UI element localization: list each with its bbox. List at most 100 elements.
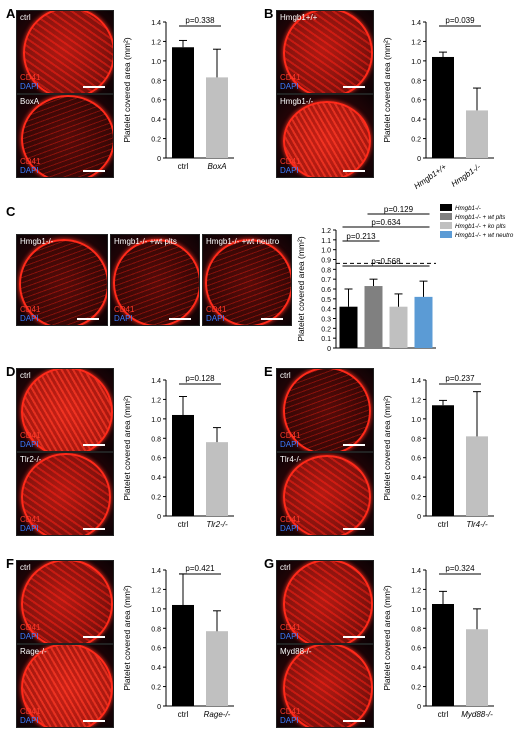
x-tick-label: Tlr4-/- — [466, 520, 488, 529]
micrograph-g-ctrl: ctrl CD41 DAPI — [276, 560, 374, 644]
cd41-label: CD41 — [20, 73, 41, 82]
y-tick-label: 1.0 — [321, 248, 331, 255]
y-tick-label: 1.2 — [321, 228, 331, 235]
legend-swatch — [440, 231, 452, 238]
y-tick-label: 1.2 — [411, 397, 421, 404]
x-tick-label: Myd88-/- — [461, 710, 493, 719]
y-tick-label: 0 — [417, 156, 421, 163]
cd41-label: CD41 — [20, 431, 41, 440]
legend-swatch — [440, 222, 452, 229]
dapi-label: DAPI — [280, 716, 299, 725]
p-value-label: p=0.039 — [445, 16, 475, 25]
thrombus-disc — [113, 239, 199, 325]
scale-bar — [343, 636, 365, 638]
y-tick-label: 0.2 — [411, 685, 421, 692]
y-tick-label: 0.4 — [411, 475, 421, 482]
dapi-label: DAPI — [20, 82, 39, 91]
y-tick-label: 0.8 — [151, 626, 161, 633]
dapi-label: DAPI — [114, 314, 133, 323]
chart-b: 0 0.2 0.4 0.6 0.8 1.0 1.2 1.4 Platelet covered a… — [382, 16, 494, 191]
y-axis-label: Platelet covered area (mm²) — [382, 585, 392, 691]
y-tick-label: 0.4 — [151, 665, 161, 672]
image-label: Hmgb1-/- +wt plts — [114, 237, 177, 246]
dapi-label: DAPI — [20, 440, 39, 449]
panel-letter-d: D — [6, 364, 16, 379]
image-label: Tlr4-/- — [280, 455, 302, 464]
x-tick-label: ctrl — [178, 710, 189, 719]
micrograph-c-wt-plts: Hmgb1-/- +wt plts CD41 DAPI — [110, 234, 200, 326]
legend-swatch — [440, 204, 452, 211]
x-tick-label: ctrl — [178, 162, 189, 171]
thrombus-disc — [19, 239, 107, 325]
chart-d: 0 0.2 0.4 0.6 0.8 1.0 1.2 1.4 Platelet covered a… — [122, 374, 234, 529]
x-tick-label: ctrl — [438, 520, 449, 529]
legend-entry: Hmgb1-/- + wt plts — [455, 214, 505, 221]
y-axis-label: Platelet covered area (mm²) — [382, 395, 392, 501]
x-tick-label: Tlr2-/- — [206, 520, 228, 529]
micrograph-e-ko: Tlr4-/- CD41 DAPI — [276, 452, 374, 536]
thrombus-disc — [283, 101, 371, 177]
micrograph-c-wt-neutro: Hmgb1-/- +wt neutro CD41 DAPI — [202, 234, 292, 326]
image-label: Hmgb1-/- — [280, 97, 314, 106]
y-tick-label: 1.0 — [411, 59, 421, 66]
panel-letter-f: F — [6, 556, 14, 571]
y-tick-label: 1.0 — [411, 417, 421, 424]
y-tick-label: 0.9 — [321, 258, 331, 265]
cd41-label: CD41 — [20, 707, 41, 716]
y-tick-label: 0.8 — [151, 436, 161, 443]
image-label: Rage-/- — [20, 647, 47, 656]
bar — [389, 306, 408, 348]
scale-bar — [77, 318, 99, 320]
bar — [414, 296, 433, 348]
bar — [339, 306, 358, 348]
image-label: Hmgb1-/- — [20, 237, 54, 246]
y-tick-label: 0.1 — [321, 336, 331, 343]
y-tick-label: 1.2 — [411, 587, 421, 594]
y-tick-label: 1.0 — [411, 607, 421, 614]
y-tick-label: 0.2 — [411, 495, 421, 502]
dapi-label: DAPI — [20, 524, 39, 533]
thrombus-disc — [283, 455, 371, 535]
cd41-label: CD41 — [280, 707, 301, 716]
chart-a: 0 0.2 0.4 0.6 0.8 1.0 1.2 1.4 Platelet covered a… — [122, 16, 234, 171]
scale-bar — [343, 86, 365, 88]
y-axis-label: Platelet covered area (mm²) — [122, 395, 132, 501]
y-tick-label: 1.2 — [151, 397, 161, 404]
p-value-label: p=0.129 — [384, 205, 414, 214]
image-label: ctrl — [20, 13, 31, 22]
p-value-label: p=0.237 — [445, 374, 475, 383]
y-tick-label: 0.4 — [151, 117, 161, 124]
thrombus-disc — [21, 369, 113, 451]
bar — [172, 414, 194, 516]
panel-letter-b: B — [264, 6, 274, 21]
thrombus-disc — [205, 239, 291, 325]
chart-g: 0 0.2 0.4 0.6 0.8 1.0 1.2 1.4 Platelet covered a… — [382, 564, 494, 719]
panel-letter-c: C — [6, 204, 16, 219]
dapi-label: DAPI — [280, 524, 299, 533]
bar — [466, 436, 488, 516]
x-tick-label: Rage-/- — [204, 710, 231, 719]
y-tick-label: 1.4 — [411, 378, 421, 385]
cd41-label: CD41 — [280, 73, 301, 82]
image-label: ctrl — [20, 563, 31, 572]
thrombus-disc — [21, 95, 113, 177]
p-value-label: p=0.568 — [371, 257, 401, 266]
micrograph-a-ctrl: ctrl CD41 DAPI — [16, 10, 114, 94]
micrograph-b-ko: Hmgb1-/- CD41 DAPI — [276, 94, 374, 178]
image-label: ctrl — [280, 563, 291, 572]
y-tick-label: 0.7 — [321, 277, 331, 284]
y-tick-label: 1.4 — [411, 20, 421, 27]
chart-f: 0 0.2 0.4 0.6 0.8 1.0 1.2 1.4 Platelet covered a… — [122, 564, 234, 719]
scale-bar — [169, 318, 191, 320]
scale-bar — [343, 528, 365, 530]
scale-bar — [343, 720, 365, 722]
y-tick-label: 0.8 — [411, 436, 421, 443]
p-value-label: p=0.324 — [445, 564, 475, 573]
dapi-label: DAPI — [20, 166, 39, 175]
bar — [206, 77, 228, 158]
thrombus-disc — [21, 645, 113, 727]
y-tick-label: 0 — [157, 704, 161, 711]
thrombus-disc — [21, 453, 111, 535]
y-tick-label: 0 — [157, 156, 161, 163]
y-tick-label: 1.4 — [411, 568, 421, 575]
